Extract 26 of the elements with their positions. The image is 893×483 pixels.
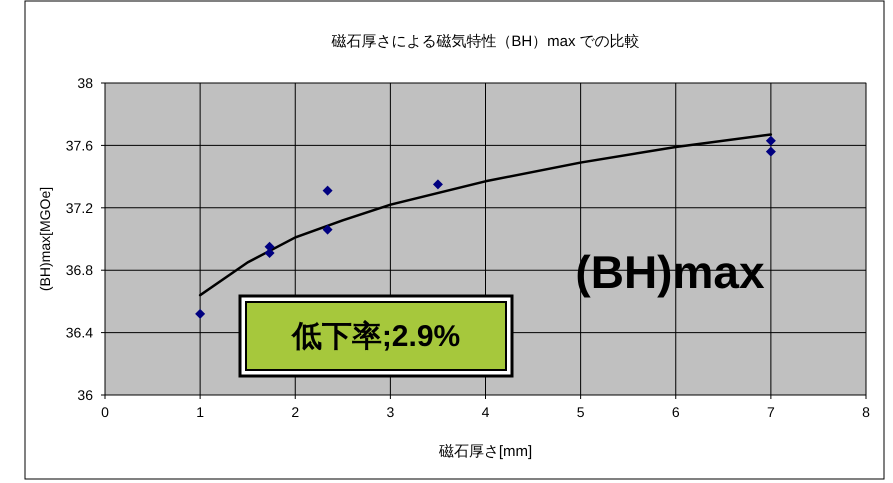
point bbox=[766, 146, 776, 157]
x-tick-label: 5 bbox=[576, 404, 585, 420]
annotation: 低下率;2.9% bbox=[290, 319, 460, 353]
y-tick-label: 36 bbox=[77, 387, 94, 403]
x-tick-label: 6 bbox=[672, 404, 680, 420]
y-axis-title: (BH)max[MGOe] bbox=[37, 186, 53, 292]
x-tick-label: 8 bbox=[862, 404, 870, 420]
x-tick-label: 7 bbox=[766, 404, 775, 420]
y-tick-label: 36.4 bbox=[66, 324, 94, 341]
x-axis-title: 磁石厚さ[mm] bbox=[438, 443, 532, 460]
x-tick-label: 2 bbox=[291, 404, 300, 420]
y-tick-label: 38 bbox=[77, 75, 94, 91]
point bbox=[766, 136, 776, 146]
y-tick-label: 37.2 bbox=[66, 200, 94, 216]
x-tick-label: 4 bbox=[482, 404, 490, 420]
x-tick-label: 1 bbox=[196, 404, 204, 420]
y-tick-label: 36.8 bbox=[66, 262, 94, 278]
point bbox=[195, 308, 206, 319]
chart-title: 磁石厚さによる磁気特性（BH）max での比較 bbox=[330, 33, 640, 50]
x-tick-label: 3 bbox=[386, 404, 394, 420]
point bbox=[264, 248, 275, 258]
point bbox=[432, 179, 443, 190]
point bbox=[322, 224, 333, 235]
y-tick-label: 37.6 bbox=[66, 137, 94, 154]
point bbox=[322, 186, 333, 196]
x-tick-label: 0 bbox=[101, 404, 110, 420]
